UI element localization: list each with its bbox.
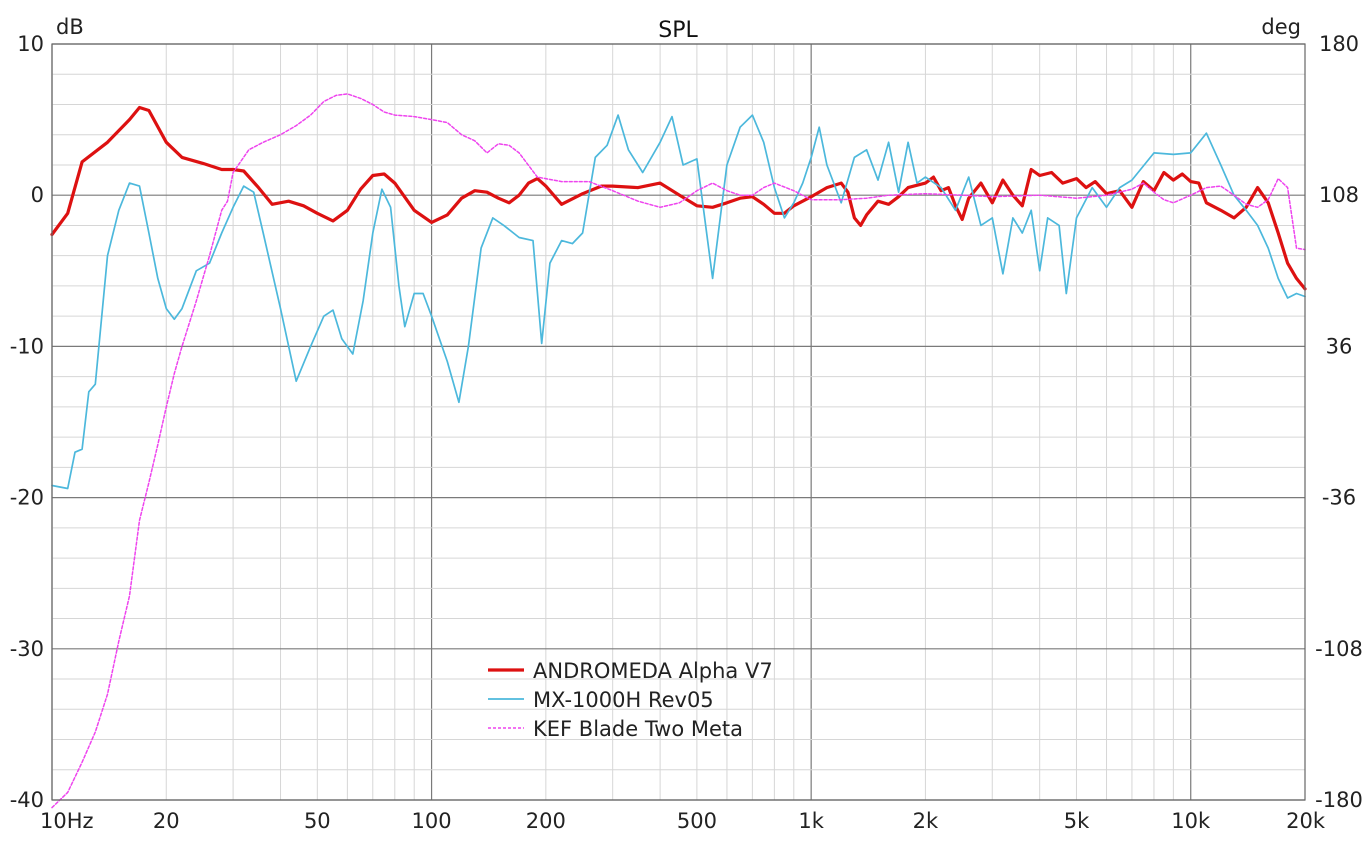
y-left-tick-label: -10 xyxy=(10,334,44,358)
plot-border xyxy=(51,43,1306,801)
x-tick-label: 2k xyxy=(913,809,939,833)
y-left-tick-label: 10 xyxy=(17,32,44,56)
y-left-tick-label: 0 xyxy=(31,183,44,207)
y-right-tick-label: -180 xyxy=(1315,788,1363,812)
x-tick-label: 1k xyxy=(798,809,824,833)
y-right-tick-label: 108 xyxy=(1319,183,1359,207)
y-left-tick-label: -40 xyxy=(10,788,44,812)
x-tick-label: 20k xyxy=(1286,809,1326,833)
x-tick-label: 500 xyxy=(677,809,717,833)
legend-label-1: ANDROMEDA Alpha V7 xyxy=(533,659,773,683)
y-left-tick-label: -20 xyxy=(10,486,44,510)
grid xyxy=(51,43,1306,801)
series-group xyxy=(50,93,1307,809)
x-tick-label: 10k xyxy=(1171,809,1211,833)
y-right-unit-label: deg xyxy=(1261,15,1301,39)
series-line-2 xyxy=(51,114,1306,490)
y-left-unit-label: dB xyxy=(56,15,84,39)
x-tick-label: 100 xyxy=(412,809,452,833)
series-line-3 xyxy=(51,93,1306,809)
x-tick-label: 20 xyxy=(153,809,180,833)
y-right-tick-label: -36 xyxy=(1322,486,1356,510)
y-right-tick-label: 36 xyxy=(1326,334,1353,358)
x-tick-label: 200 xyxy=(526,809,566,833)
x-tick-label: 5k xyxy=(1064,809,1090,833)
y-right-tick-label: 180 xyxy=(1319,32,1359,56)
y-right-tick-label: -108 xyxy=(1315,637,1363,661)
x-tick-label: 50 xyxy=(304,809,331,833)
legend-label-3: KEF Blade Two Meta xyxy=(533,717,743,741)
legend-label-2: MX-1000H Rev05 xyxy=(533,688,714,712)
plot-frame xyxy=(51,43,1306,801)
legend: ANDROMEDA Alpha V7 MX-1000H Rev05 KEF Blad… xyxy=(488,659,773,741)
axis-labels: SPL dB deg 10Hz 20 50 100 200 500 1k 2k 5k 10k 20k… xyxy=(10,15,1363,833)
chart-title: SPL xyxy=(658,18,698,43)
y-left-tick-label: -30 xyxy=(10,637,44,661)
x-tick-label: 10Hz xyxy=(40,809,94,833)
